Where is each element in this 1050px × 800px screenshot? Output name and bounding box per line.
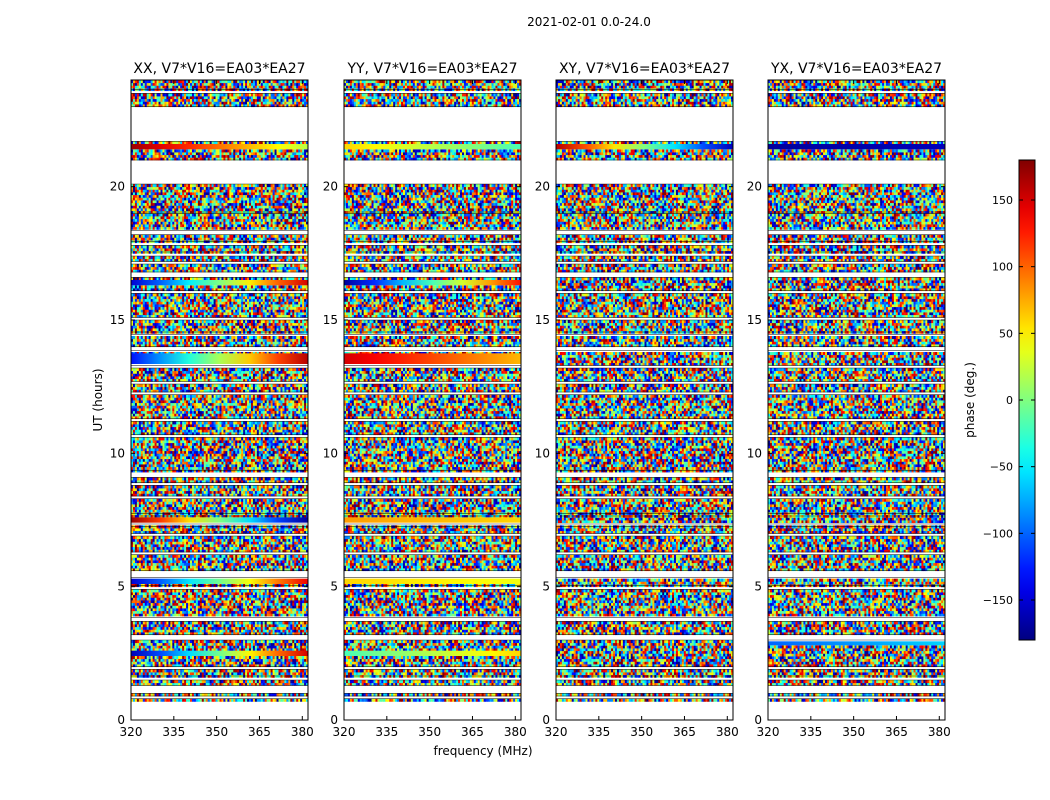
y-tick-label: 15: [323, 313, 338, 327]
x-tick-label: 380: [716, 725, 739, 739]
panels-layer: XX, V7*V16=EA03*EA27 320 335 350 365 380 0 5 10 1…: [110, 61, 951, 739]
coherent-band: [131, 144, 308, 150]
panel-frame: [555, 79, 734, 721]
y-tick-label: 5: [754, 580, 762, 594]
x-tick-label: 365: [673, 725, 696, 739]
y-tick-label: 0: [542, 713, 550, 727]
x-tick-label: 380: [928, 725, 951, 739]
panel-title: YX, V7*V16=EA03*EA27: [770, 61, 942, 77]
y-tick-label: 0: [754, 713, 762, 727]
x-tick-label: 320: [333, 725, 356, 739]
x-tick-label: 335: [375, 725, 398, 739]
panel-frame: [343, 79, 522, 721]
y-tick-label: 20: [110, 180, 125, 194]
colorbar-label: phase (deg.): [963, 362, 977, 438]
x-tick-label: 365: [885, 725, 908, 739]
y-tick-label: 20: [323, 180, 338, 194]
coherent-band: [131, 578, 308, 584]
y-tick-label: 15: [747, 313, 762, 327]
coherent-band: [344, 517, 521, 523]
panel-3-waterfall: [556, 80, 733, 702]
x-tick-label: 350: [418, 725, 441, 739]
panel-3: XY, V7*V16=EA03*EA27 320 335 350 365 380 0 5 10 1…: [535, 61, 739, 739]
coherent-band: [131, 280, 308, 286]
colorbar-tick-label: 0: [1006, 394, 1013, 407]
x-tick-label: 320: [545, 725, 568, 739]
colorbar-tick-label: 50: [999, 327, 1013, 340]
panel-1-waterfall: [131, 80, 308, 702]
y-tick-label: 20: [535, 180, 550, 194]
figure-suptitle: 2021-02-01 0.0-24.0: [527, 15, 651, 29]
y-tick-label: 0: [330, 713, 338, 727]
panel-frame: [130, 79, 309, 721]
coherent-band: [344, 280, 521, 286]
y-tick-label: 15: [535, 313, 550, 327]
colorbar-tick-label: −150: [983, 594, 1013, 607]
y-axis-label: UT (hours): [91, 368, 105, 431]
x-tick-label: 350: [842, 725, 865, 739]
y-tick-label: 10: [110, 446, 125, 460]
panel-4-waterfall: [768, 80, 945, 702]
coherent-band: [344, 578, 521, 584]
y-tick-label: 5: [117, 580, 125, 594]
x-tick-label: 335: [162, 725, 185, 739]
colorbar-tick-label: −50: [990, 461, 1013, 474]
colorbar: −150 −100 −50 0 50 100 150: [983, 159, 1036, 641]
x-tick-label: 335: [799, 725, 822, 739]
panel-1: XX, V7*V16=EA03*EA27 320 335 350 365 380 0 5 10 1…: [110, 61, 314, 739]
coherent-band: [344, 144, 521, 150]
x-tick-label: 365: [461, 725, 484, 739]
coherent-band: [344, 353, 521, 364]
coherent-band: [768, 641, 945, 646]
panel-title: XX, V7*V16=EA03*EA27: [133, 61, 305, 77]
y-tick-label: 5: [542, 580, 550, 594]
x-tick-label: 350: [630, 725, 653, 739]
coherent-band: [131, 353, 308, 364]
coherent-band: [131, 517, 308, 523]
y-tick-label: 15: [110, 313, 125, 327]
coherent-band: [344, 650, 521, 656]
x-tick-label: 320: [757, 725, 780, 739]
coherent-band: [131, 650, 308, 656]
x-tick-label: 380: [291, 725, 314, 739]
coherent-band: [556, 144, 733, 150]
colorbar-tick-label: −100: [983, 527, 1013, 540]
panel-title: YY, V7*V16=EA03*EA27: [346, 61, 517, 77]
y-tick-label: 10: [323, 446, 338, 460]
x-tick-label: 350: [205, 725, 228, 739]
panel-2: YY, V7*V16=EA03*EA27 320 335 350 365 380 0 5 10 1…: [323, 61, 527, 739]
coherent-band: [768, 144, 945, 150]
y-tick-label: 5: [330, 580, 338, 594]
x-tick-label: 365: [248, 725, 271, 739]
y-tick-label: 20: [747, 180, 762, 194]
x-tick-label: 380: [504, 725, 527, 739]
panel-2-waterfall: [344, 80, 521, 702]
colorbar-tick-label: 100: [992, 261, 1013, 274]
y-tick-label: 10: [747, 446, 762, 460]
x-axis-label: frequency (MHz): [433, 744, 532, 758]
x-tick-label: 320: [120, 725, 143, 739]
panel-frame: [767, 79, 946, 721]
colorbar-tick-label: 150: [992, 194, 1013, 207]
x-tick-label: 335: [587, 725, 610, 739]
y-tick-label: 0: [117, 713, 125, 727]
panel-title: XY, V7*V16=EA03*EA27: [559, 61, 730, 77]
panel-4: YX, V7*V16=EA03*EA27 320 335 350 365 380 0 5 10 1…: [747, 61, 951, 739]
y-tick-label: 10: [535, 446, 550, 460]
